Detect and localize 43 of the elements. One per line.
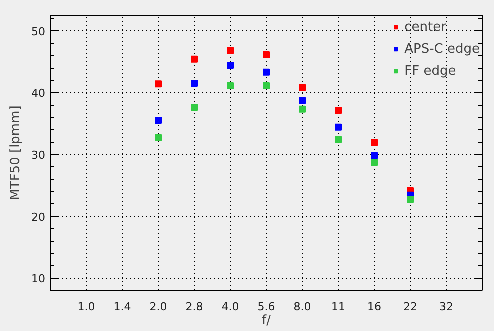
x-axis-title: f/ — [262, 314, 272, 328]
point — [335, 107, 342, 114]
point — [299, 84, 306, 92]
y-tick-label: 30 — [32, 149, 46, 162]
point — [155, 80, 162, 88]
legend-label: center — [404, 20, 446, 34]
point — [191, 56, 198, 63]
point — [371, 139, 378, 146]
y-axis-title: MTF50 [lpmm] — [8, 106, 24, 200]
legend-label: FF edge — [404, 64, 456, 78]
point — [299, 97, 306, 104]
legend-label: APS-C edge — [404, 42, 480, 56]
x-tick-label: 32 — [440, 300, 454, 314]
point — [227, 82, 234, 90]
x-tick-label: 5.6 — [258, 300, 276, 314]
x-tick-label: 11 — [332, 300, 346, 314]
point — [263, 68, 270, 76]
point — [407, 196, 414, 204]
point — [263, 52, 270, 59]
x-tick-label: 16 — [368, 300, 382, 314]
point — [263, 82, 270, 90]
point — [371, 152, 378, 160]
point — [299, 106, 306, 113]
point — [227, 62, 234, 70]
y-tick-label: 50 — [32, 25, 46, 38]
point — [227, 47, 234, 54]
x-tick-label: 8.0 — [294, 300, 312, 314]
point — [335, 136, 342, 144]
point — [191, 104, 198, 112]
point — [371, 159, 378, 166]
x-tick-label: 2.0 — [150, 300, 168, 314]
y-tick-label: 20 — [32, 210, 46, 224]
point — [155, 134, 162, 142]
y-tick-label: 10 — [32, 272, 46, 286]
x-tick-label: 22 — [404, 300, 418, 314]
point — [155, 117, 162, 124]
x-tick-label: 4.0 — [222, 300, 240, 314]
x-tick-label: 2.8 — [186, 300, 204, 314]
y-tick-label: 40 — [32, 87, 46, 100]
point — [335, 124, 342, 131]
x-tick-label: 1.4 — [114, 300, 132, 314]
point — [191, 80, 198, 87]
x-tick-label: 1.0 — [78, 300, 96, 314]
